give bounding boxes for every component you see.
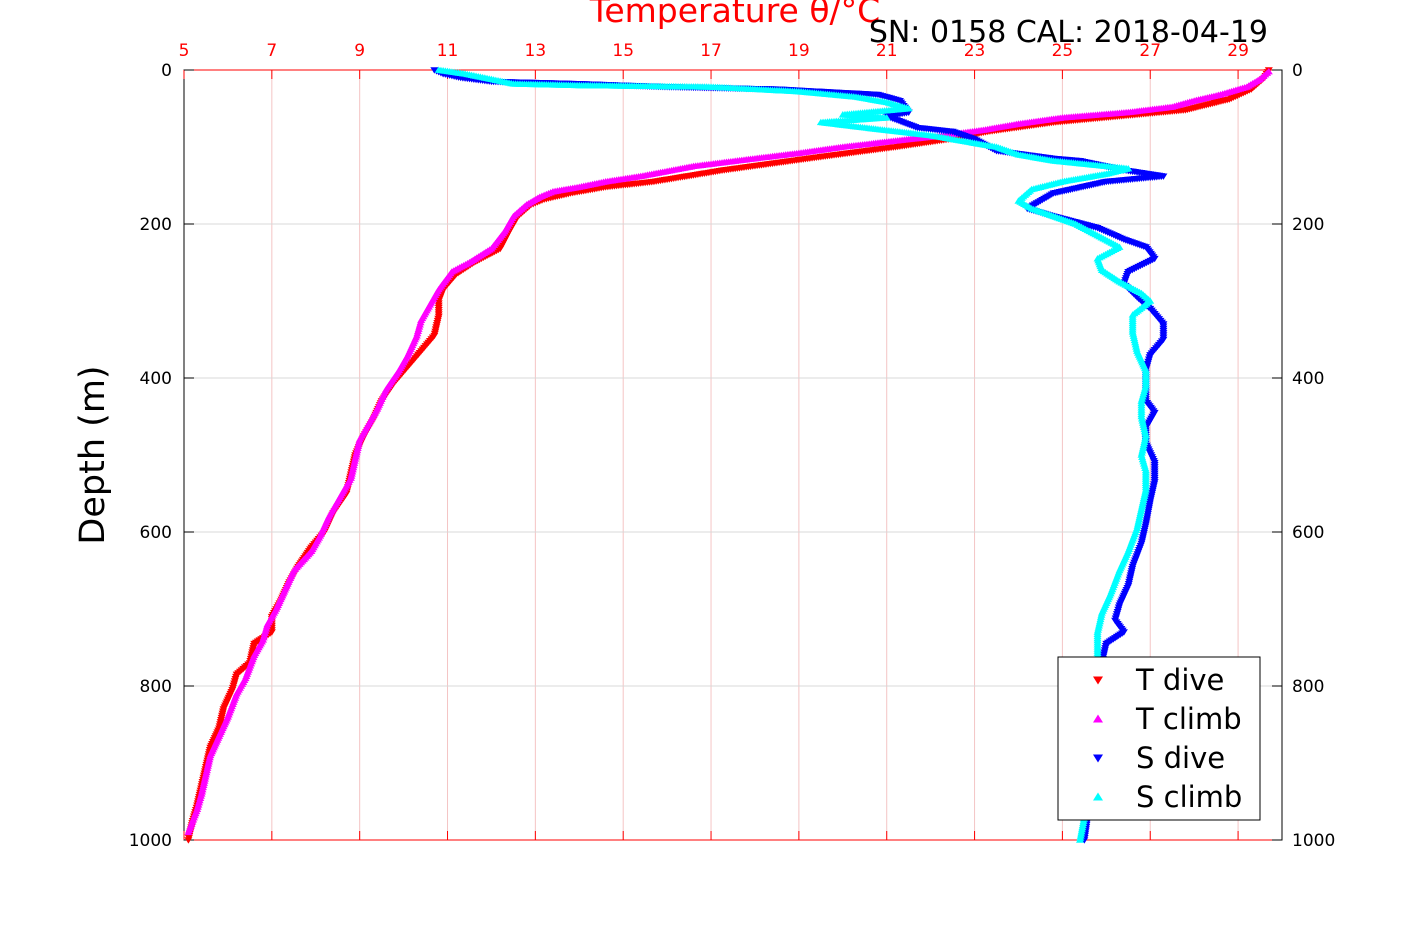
legend-marker-s-dive — [1093, 754, 1103, 763]
x-tick-label: 23 — [964, 41, 986, 61]
y-tick-label-right: 800 — [1292, 677, 1324, 697]
x-tick-label: 13 — [525, 41, 547, 61]
y-tick-label-right: 600 — [1292, 523, 1324, 543]
y-tick-label-left: 1000 — [129, 831, 172, 851]
legend-marker-s-climb — [1093, 792, 1103, 801]
chart-title: Temperature θ/°C — [589, 0, 880, 30]
legend-marker-t-dive — [1093, 676, 1103, 685]
legend-marker-t-climb — [1093, 714, 1103, 723]
y-axis-ticks: 0 0 200 200 400 400 600 600 800 800 1000 1000 — [129, 61, 1336, 851]
x-tick-label: 17 — [700, 41, 722, 61]
x-tick-label: 7 — [266, 41, 277, 61]
y-tick-label-left: 800 — [140, 677, 172, 697]
x-tick-label: 21 — [876, 41, 898, 61]
y-tick-label-left: 0 — [161, 61, 172, 81]
data-point — [1075, 836, 1084, 843]
legend-label: T climb — [1135, 702, 1242, 736]
x-tick-label: 29 — [1227, 41, 1249, 61]
chart-subtitle: SN: 0158 CAL: 2018-04-19 — [869, 15, 1268, 50]
y-tick-label-right: 400 — [1292, 369, 1324, 389]
x-tick-label: 25 — [1052, 41, 1074, 61]
y-axis-label: Depth (m) — [73, 365, 113, 544]
legend: T dive T climb S dive S climb — [1057, 656, 1261, 821]
y-tick-label-left: 200 — [140, 215, 172, 235]
legend-label: T dive — [1135, 663, 1224, 697]
x-tick-label: 9 — [354, 41, 365, 61]
legend-label: S dive — [1136, 741, 1225, 775]
x-tick-label: 5 — [179, 41, 190, 61]
x-tick-label: 15 — [612, 41, 634, 61]
y-tick-label-right: 0 — [1292, 61, 1303, 81]
data-point — [184, 828, 193, 836]
x-axis-ticks: 5 7 9 11 13 15 17 19 21 23 25 27 29 — [179, 41, 1249, 840]
x-tick-label: 19 — [788, 41, 810, 61]
series-t-climb — [184, 67, 1273, 836]
y-tick-label-left: 600 — [140, 523, 172, 543]
series-s-climb — [434, 66, 1155, 843]
y-tick-label-left: 400 — [140, 369, 172, 389]
data-point — [184, 837, 193, 844]
legend-label: S climb — [1136, 780, 1242, 814]
x-tick-label: 27 — [1139, 41, 1161, 61]
legend-box — [1057, 656, 1261, 821]
y-tick-label-right: 1000 — [1292, 831, 1335, 851]
x-tick-label: 11 — [437, 41, 459, 61]
y-tick-label-right: 200 — [1292, 215, 1324, 235]
